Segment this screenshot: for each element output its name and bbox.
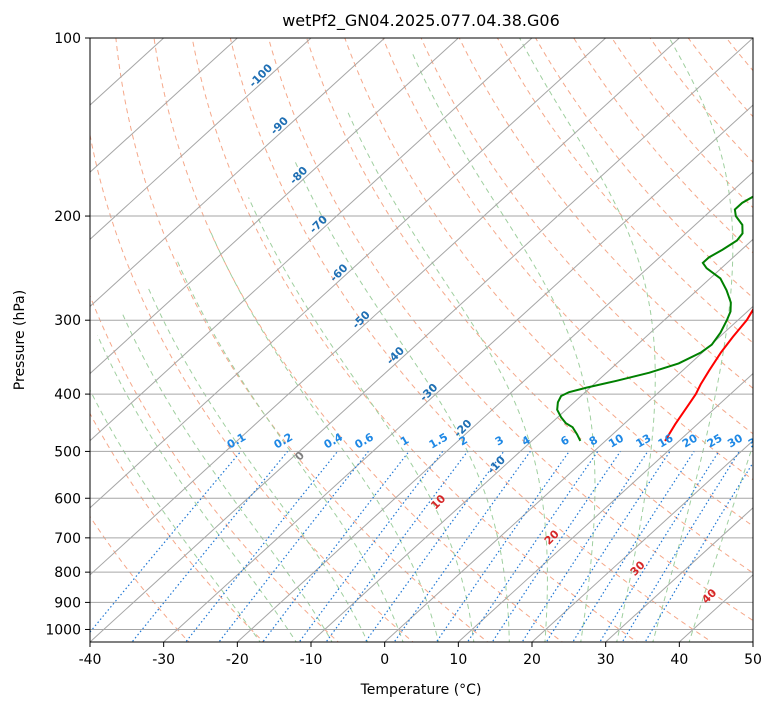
y-tick-label: 1000 bbox=[45, 622, 81, 638]
mixing-ratio-line bbox=[466, 451, 599, 642]
mixing-ratio-line bbox=[325, 451, 469, 642]
y-tick-label: 700 bbox=[54, 531, 81, 547]
mixing-ratio-label: 36 bbox=[746, 431, 766, 450]
dry-adiabat-line bbox=[458, 38, 753, 389]
moist-adiabat-line bbox=[248, 197, 475, 642]
moist-adiabat-line bbox=[652, 38, 734, 642]
x-axis-ticks: -40 -30 -20 -10 0 10 20 30 40 50 bbox=[79, 642, 762, 668]
x-tick-label: 50 bbox=[744, 652, 762, 668]
temperature-profile-line bbox=[664, 307, 753, 442]
x-tick-label: 10 bbox=[449, 652, 467, 668]
moist-adiabat-line bbox=[90, 389, 261, 642]
x-tick-label: -10 bbox=[300, 652, 323, 668]
dry-adiabat-line bbox=[153, 38, 564, 642]
mixing-ratio-line bbox=[491, 451, 621, 642]
isotherm-line bbox=[531, 439, 753, 642]
isotherm-line bbox=[310, 238, 753, 642]
y-tick-label: 800 bbox=[54, 565, 81, 581]
y-tick-label: 500 bbox=[54, 444, 81, 460]
moist-adiabat-line bbox=[209, 230, 439, 642]
isotherm-line bbox=[162, 104, 753, 642]
mixing-ratio-line bbox=[545, 451, 671, 642]
x-tick-label: -30 bbox=[152, 652, 175, 668]
x-tick-label: -40 bbox=[79, 652, 102, 668]
isotherm-line bbox=[236, 171, 753, 642]
isotherm-line bbox=[90, 38, 386, 308]
plot-area bbox=[90, 38, 753, 642]
x-tick-label: 20 bbox=[523, 652, 541, 668]
plot-frame bbox=[89, 37, 754, 643]
y-tick-label: 100 bbox=[54, 31, 81, 47]
isotherm-line bbox=[90, 38, 681, 576]
dry-adiabat-line bbox=[191, 38, 638, 642]
dry-adiabat-line bbox=[496, 38, 753, 344]
moist-adiabat-line bbox=[293, 158, 510, 642]
moist-adiabat-line bbox=[176, 260, 404, 642]
moist-adiabat-line bbox=[96, 334, 297, 642]
mixing-ratio-line bbox=[185, 451, 339, 642]
isotherm-line bbox=[90, 38, 312, 241]
y-tick-label: 300 bbox=[54, 313, 81, 329]
dry-adiabat-line bbox=[267, 38, 753, 622]
dewpoint-profile-line bbox=[556, 195, 753, 442]
x-axis-label: Temperature (°C) bbox=[360, 682, 482, 698]
y-tick-label: 900 bbox=[54, 595, 81, 611]
mixing-ratio-line bbox=[218, 451, 369, 642]
moist-adiabat-line bbox=[411, 52, 596, 642]
isotherm-line bbox=[604, 507, 753, 642]
isotherm-line bbox=[90, 38, 753, 642]
y-tick-label: 600 bbox=[54, 491, 81, 507]
isotherm-line bbox=[90, 38, 533, 442]
dry-adiabat-line bbox=[90, 294, 339, 642]
isotherm-line bbox=[90, 38, 460, 375]
isotherm-line bbox=[90, 38, 607, 509]
isotherm-line bbox=[383, 305, 753, 642]
dry-adiabat-line bbox=[344, 38, 753, 527]
moist-adiabat-line bbox=[121, 311, 333, 642]
y-axis-ticks: 100 200 300 400 500 600 700 800 900 1000 bbox=[45, 31, 90, 638]
moist-adiabat-line bbox=[147, 287, 369, 642]
mixing-ratio-line bbox=[599, 451, 720, 642]
x-tick-label: 40 bbox=[670, 652, 688, 668]
y-tick-label: 400 bbox=[54, 387, 81, 403]
y-tick-label: 200 bbox=[54, 209, 81, 225]
mixing-ratio-line bbox=[521, 451, 649, 642]
mixing-ratio-line bbox=[393, 451, 531, 642]
x-tick-label: 0 bbox=[380, 652, 389, 668]
mixing-ratio-line bbox=[298, 451, 444, 642]
isotherm-line bbox=[457, 372, 753, 642]
mixing-ratio-line bbox=[572, 451, 695, 642]
dry-adiabat-line bbox=[306, 38, 753, 574]
mixing-ratio-line bbox=[435, 451, 570, 642]
mixing-ratio-line bbox=[364, 451, 505, 642]
x-tick-label: 30 bbox=[597, 652, 615, 668]
mixing-ratio-line bbox=[131, 451, 289, 642]
moist-adiabat-line bbox=[688, 443, 753, 642]
isotherm-line bbox=[90, 38, 239, 173]
chart-title: wetPf2_GN04.2025.077.04.38.G06 bbox=[282, 11, 560, 31]
x-tick-label: -20 bbox=[226, 652, 249, 668]
y-axis-label: Pressure (hPa) bbox=[12, 290, 28, 390]
